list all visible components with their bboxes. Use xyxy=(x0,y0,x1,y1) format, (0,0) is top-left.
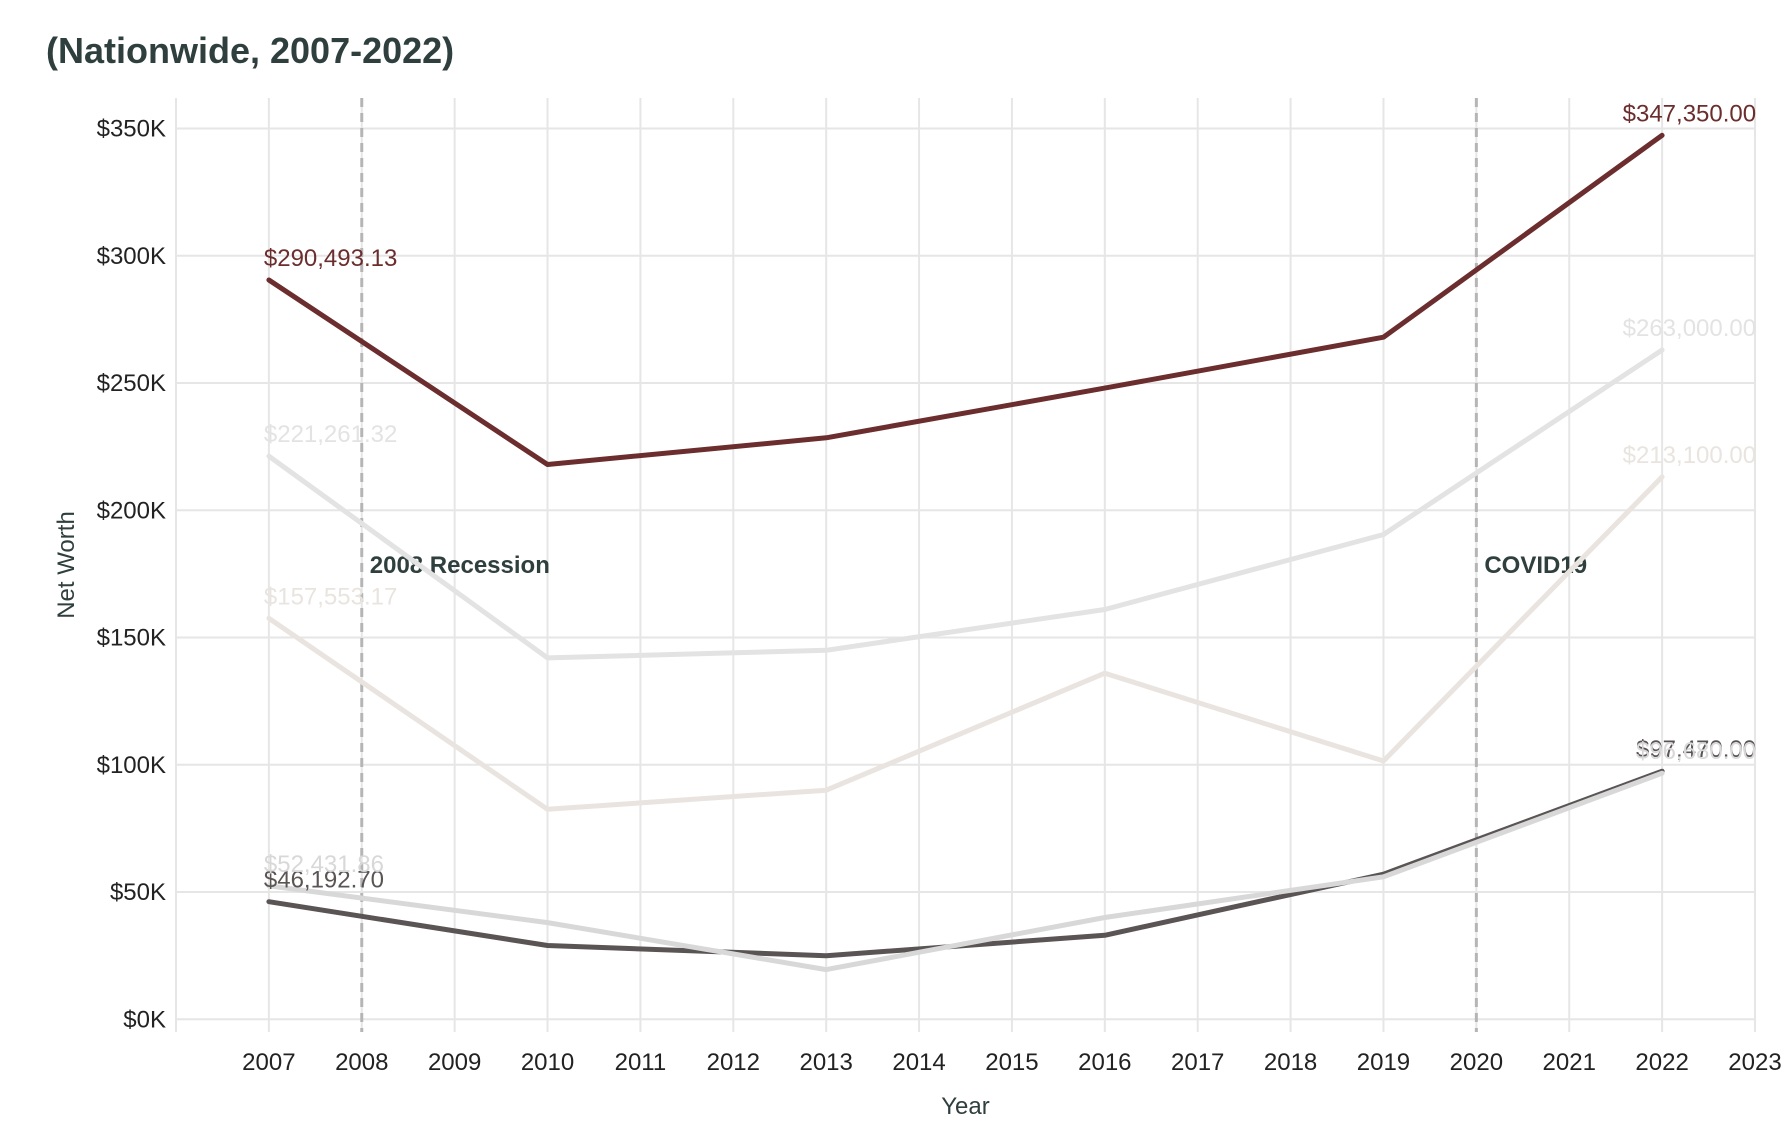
x-tick-label: 2018 xyxy=(1264,1049,1317,1076)
y-tick-label: $100K xyxy=(97,752,166,779)
y-tick-label: $150K xyxy=(97,625,166,652)
axis-layer: Year Net Worth $0K $50K $100K $150K $200K $25… xyxy=(53,116,1782,1120)
y-tick-label: $50K xyxy=(110,879,166,906)
chart-title: (Nationwide, 2007-2022) xyxy=(46,30,455,71)
x-tick-label: 2014 xyxy=(892,1049,945,1076)
x-tick-label: 2011 xyxy=(615,1049,667,1076)
x-tick-label: 2007 xyxy=(242,1049,295,1076)
series-line xyxy=(266,768,1665,959)
start-data-label: $290,493.13 xyxy=(264,245,397,272)
series-line xyxy=(266,347,1665,661)
series-layer xyxy=(266,132,1665,973)
x-tick-label: 2010 xyxy=(521,1049,574,1076)
y-tick-label: $250K xyxy=(97,370,166,397)
start-data-label: $46,192.70 xyxy=(264,867,384,894)
x-tick-label: 2023 xyxy=(1728,1049,1781,1076)
x-tick-label: 2017 xyxy=(1171,1049,1224,1076)
end-data-label: $213,100.00 xyxy=(1623,442,1756,469)
y-tick-label: $0K xyxy=(123,1006,166,1033)
y-tick-label: $300K xyxy=(97,243,166,270)
y-axis-title: Net Worth xyxy=(53,511,80,619)
event-label: 2008 Recession xyxy=(370,552,550,579)
event-layer: 2008 Recession COVID19 xyxy=(360,98,1587,1032)
x-tick-label: 2012 xyxy=(707,1049,760,1076)
x-tick-label: 2008 xyxy=(335,1049,388,1076)
x-tick-label: 2021 xyxy=(1543,1049,1596,1076)
start-data-label: $157,553.17 xyxy=(264,583,397,610)
event-label: COVID19 xyxy=(1484,552,1587,579)
x-axis-title: Year xyxy=(941,1093,990,1120)
x-tick-label: 2013 xyxy=(799,1049,852,1076)
x-tick-label: 2015 xyxy=(985,1049,1038,1076)
label-layer: $46,192.70 $97,470.00 $52,431.86 $96,680.00… xyxy=(264,100,1756,893)
end-data-label: $347,350.00 xyxy=(1623,100,1756,127)
x-tick-label: 2020 xyxy=(1450,1049,1503,1076)
x-tick-label: 2016 xyxy=(1078,1049,1131,1076)
x-tick-label: 2022 xyxy=(1635,1049,1688,1076)
end-data-label: $263,000.00 xyxy=(1623,315,1756,342)
start-data-label: $52,431.86 xyxy=(264,851,384,878)
series-line xyxy=(266,132,1665,467)
end-data-label: $97,470.00 xyxy=(1636,736,1756,763)
x-tick-label: 2009 xyxy=(428,1049,481,1076)
x-tick-label: 2019 xyxy=(1357,1049,1410,1076)
y-tick-label: $200K xyxy=(97,497,166,524)
series-line xyxy=(266,474,1665,812)
series-line xyxy=(266,770,1665,973)
end-data-label: $96,680.00 xyxy=(1636,738,1756,765)
start-data-label: $221,261.32 xyxy=(264,421,397,448)
y-tick-label: $350K xyxy=(97,116,166,143)
